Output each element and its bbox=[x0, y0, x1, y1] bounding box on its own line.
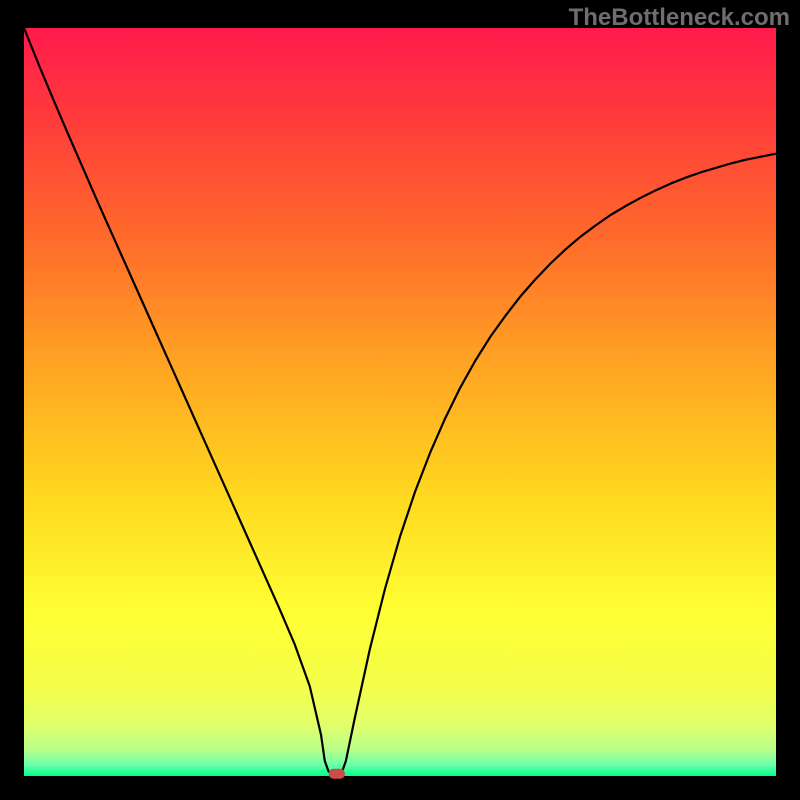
chart-container: TheBottleneck.com bbox=[0, 0, 800, 800]
bottleneck-chart bbox=[0, 0, 800, 800]
heat-gradient-background bbox=[24, 28, 776, 776]
source-watermark: TheBottleneck.com bbox=[569, 4, 790, 32]
min-point-marker bbox=[329, 769, 344, 778]
